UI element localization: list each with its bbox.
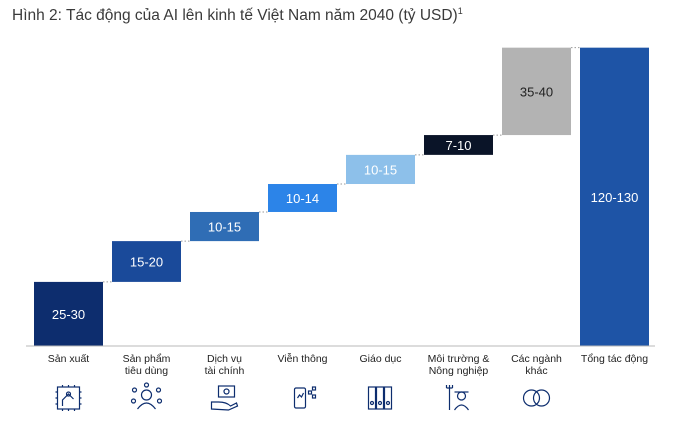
bar <box>502 47 571 136</box>
footnote-marker: 1 <box>457 6 463 16</box>
x-tick-label-line: tài chính <box>205 365 245 377</box>
chart-title: Hình 2: Tác động của AI lên kinh tế Việt… <box>12 6 463 25</box>
bar <box>268 184 337 212</box>
bar-value-label: 10-15 <box>364 162 397 177</box>
bar-value-label: 10-14 <box>286 191 319 206</box>
x-tick-label-line: Dịch vụ <box>207 353 242 365</box>
bar-value-label: 25-30 <box>52 307 85 322</box>
x-tick-label-line: Nông nghiệp <box>429 365 489 377</box>
x-tick-label-line: khác <box>525 365 547 377</box>
x-tick-label-line: Sản xuất <box>48 353 90 365</box>
person-network-icon <box>130 382 163 410</box>
bar-value-label: 15-20 <box>130 255 163 270</box>
x-tick-label: Môi trường & Nông nghiệp <box>428 353 490 377</box>
bar-value-label: 120-130 <box>591 190 639 205</box>
bar-value-label: 7-10 <box>445 138 471 153</box>
x-tick-label: Sản xuất <box>48 353 90 365</box>
bar-value-label: 35-40 <box>520 84 553 99</box>
x-tick-label: Viễn thông <box>277 352 327 365</box>
x-tick-label-line: tiêu dùng <box>125 365 168 377</box>
hand-money-icon <box>210 385 239 411</box>
factory-robot-arm-icon <box>55 385 82 411</box>
bar <box>346 154 415 185</box>
x-tick-label-line: Môi trường & <box>428 353 490 365</box>
x-tick-label: Giáo dục <box>359 353 401 365</box>
bar <box>112 241 181 282</box>
x-tick-label: Tổng tác động <box>581 353 648 365</box>
x-tick-label: Sản phẩm tiêu dùng <box>123 353 171 377</box>
x-tick-label: Dịch vụ tài chính <box>205 353 245 377</box>
x-tick-label-line: Sản phẩm <box>123 353 171 365</box>
bar <box>34 281 103 346</box>
x-tick-label-line: Tổng tác động <box>581 353 648 365</box>
chart-title-text: Hình 2: Tác động của AI lên kinh tế Việt… <box>12 7 458 25</box>
x-tick-label: Các ngành khác <box>511 353 562 377</box>
phone-signal-icon <box>293 386 317 409</box>
bar <box>424 135 493 155</box>
bar-value-label: 10-15 <box>208 220 241 235</box>
overlapping-circles-icon <box>522 389 551 407</box>
bar <box>580 47 649 347</box>
x-tick-label-line: Giáo dục <box>359 353 401 365</box>
x-tick-label-line: Viễn thông <box>277 352 327 365</box>
x-tick-label-line: Các ngành <box>511 353 562 365</box>
farmer-pitchfork-icon <box>445 385 469 411</box>
bar <box>190 211 259 242</box>
binders-icon <box>367 386 393 410</box>
